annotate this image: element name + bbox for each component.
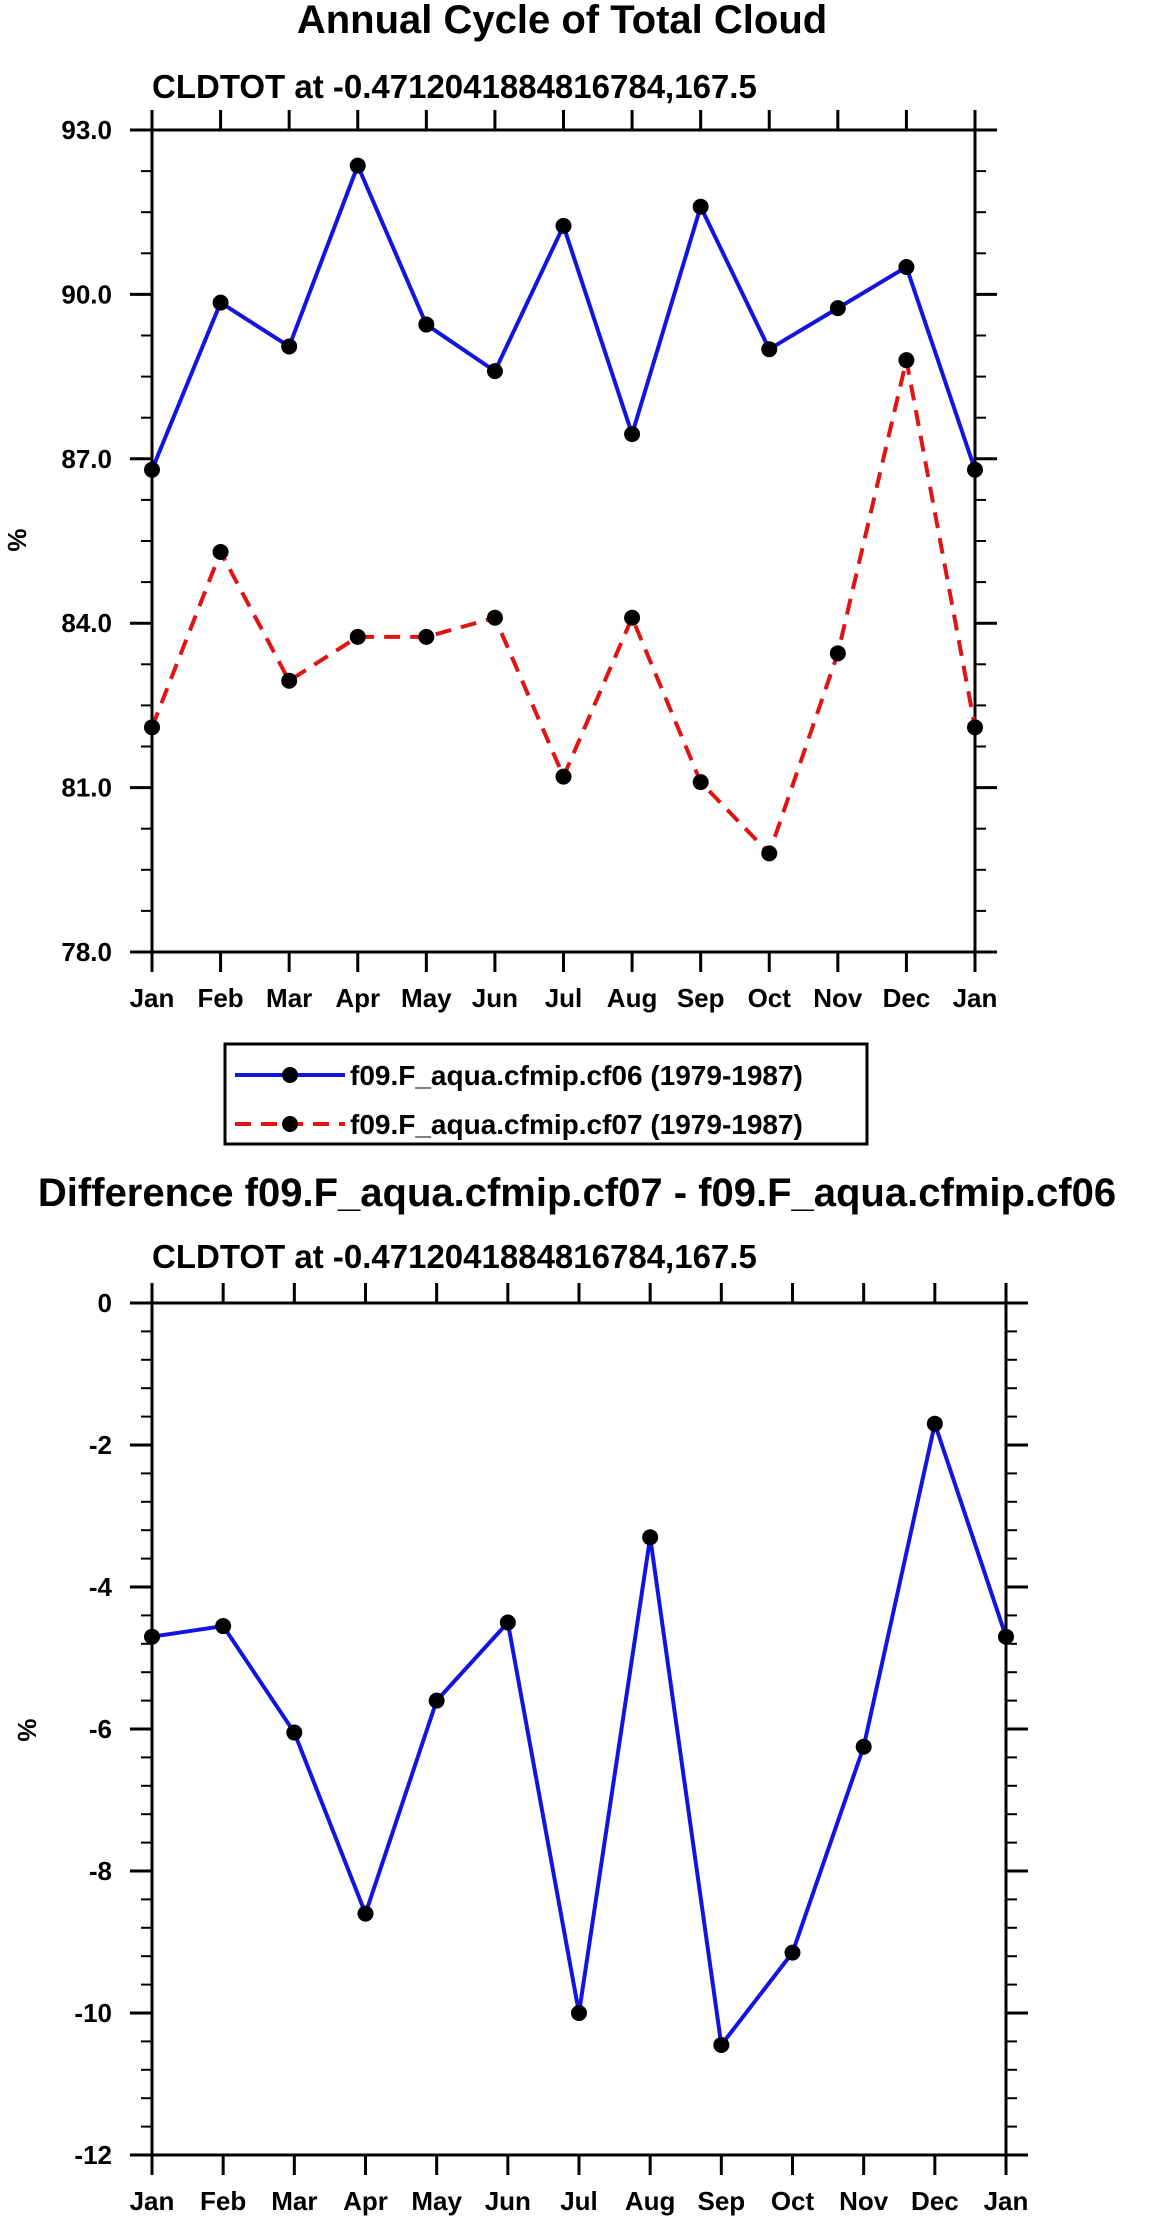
- chart1-series-1-point: [349, 157, 366, 174]
- x-tick-label: Nov: [839, 2186, 889, 2216]
- chart2-ylabel: %: [12, 1718, 42, 1741]
- chart1-plot-area: 78.0 81.0 84.0 87.0 90.0 93.0 Jan Feb Mar Apr May J…: [61, 110, 997, 1013]
- chart1-series-2-point: [144, 719, 160, 736]
- chart1-series-1-point: [624, 426, 641, 443]
- y-tick-label: 93.0: [61, 115, 112, 145]
- chart1-series-1-point: [212, 294, 229, 311]
- chart2-series-1-point: [998, 1628, 1014, 1645]
- chart1-series-2-point: [349, 628, 366, 645]
- x-tick-label: Jan: [130, 983, 175, 1013]
- x-tick-label: May: [401, 983, 452, 1013]
- chart2-series-1-point: [144, 1628, 160, 1645]
- chart2-series-1-point: [642, 1529, 659, 1546]
- chart2-series-1-point: [926, 1415, 943, 1432]
- chart2-series-1-point: [499, 1614, 516, 1631]
- x-tick-label: Apr: [343, 2186, 388, 2216]
- chart1-series-1-point: [281, 338, 298, 355]
- chart1-series-1-point: [692, 198, 709, 215]
- chart2-title: Difference f09.F_aqua.cfmip.cf07 - f09.F…: [38, 1171, 1116, 1215]
- chart1-series-2-point: [967, 719, 983, 736]
- chart2-series-1-point: [855, 1738, 872, 1755]
- chart2-series-1-point: [357, 1905, 374, 1922]
- x-tick-label: Mar: [271, 2186, 317, 2216]
- x-tick-label: Aug: [607, 983, 658, 1013]
- x-tick-label: Jul: [545, 983, 583, 1013]
- chart1-series-1-point: [418, 316, 435, 333]
- x-tick-label: Jun: [472, 983, 518, 1013]
- chart1-frame: [150, 128, 977, 954]
- chart1-title: Annual Cycle of Total Cloud: [297, 0, 827, 42]
- y-tick-label: 90.0: [61, 279, 112, 309]
- x-tick-label: Aug: [625, 2186, 676, 2216]
- chart2-series-1-point: [784, 1944, 801, 1961]
- y-tick-label: 0: [98, 1288, 112, 1318]
- chart1-series-line-1: [150, 163, 977, 471]
- legend-label-cf07: f09.F_aqua.cfmip.cf07 (1979-1987): [350, 1109, 803, 1140]
- legend-label-cf06: f09.F_aqua.cfmip.cf06 (1979-1987): [350, 1060, 803, 1091]
- legend-box: [223, 1042, 869, 1146]
- chart2-series-1-point: [713, 2036, 730, 2053]
- chart1-series-1-point: [829, 300, 846, 317]
- legend-marker-cf06: [282, 1067, 298, 1083]
- chart1-series-2-point: [624, 609, 641, 626]
- chart1-series-1-point: [555, 217, 572, 234]
- chart2-series-1-point: [215, 1618, 232, 1635]
- chart1-series-2-point: [555, 768, 572, 785]
- x-tick-label: May: [411, 2186, 462, 2216]
- x-tick-label: Dec: [883, 983, 931, 1013]
- x-tick-label: Jan: [953, 983, 998, 1013]
- chart1-series-2-point: [486, 609, 503, 626]
- y-tick-label: 78.0: [61, 937, 112, 967]
- x-tick-label: Jul: [560, 2186, 598, 2216]
- y-tick-label: 87.0: [61, 444, 112, 474]
- y-tick-label: 84.0: [61, 608, 112, 638]
- y-tick-label: -6: [89, 1714, 112, 1744]
- y-tick-label: -2: [89, 1430, 112, 1460]
- x-tick-label: Oct: [771, 2186, 815, 2216]
- chart2-frame: [150, 1301, 1008, 2157]
- chart1-series-2-point: [212, 543, 229, 560]
- x-tick-label: Feb: [200, 2186, 246, 2216]
- chart2-series-1-point: [571, 2005, 587, 2021]
- x-tick-label: Nov: [813, 983, 863, 1013]
- x-tick-label: Feb: [197, 983, 243, 1013]
- y-tick-label: -4: [89, 1572, 113, 1602]
- y-tick-label: -8: [89, 1856, 112, 1886]
- legend: f09.F_aqua.cfmip.cf06 (1979-1987) f09.F_…: [223, 1042, 869, 1146]
- chart1-series-2-point: [692, 774, 709, 791]
- chart2-plot-area: -12 -10 -8 -6 -4 -2 0 Jan Feb Mar Apr May Jun Jul Aug S…: [74, 1283, 1028, 2216]
- x-tick-label: Sep: [677, 983, 725, 1013]
- chart2-series-line-1: [151, 1421, 1008, 2047]
- chart2-series-1-point: [428, 1692, 445, 1709]
- x-tick-label: Dec: [911, 2186, 959, 2216]
- x-tick-label: Apr: [335, 983, 380, 1013]
- x-tick-label: Jan: [130, 2186, 175, 2216]
- chart1-series-1-point: [967, 461, 983, 478]
- chart1-series-2-point: [281, 672, 298, 689]
- chart1-series-2-point: [829, 645, 846, 662]
- chart1-series-2-point: [898, 352, 915, 369]
- chart1-series-1-point: [898, 259, 915, 275]
- chart1-series-1-point: [761, 341, 778, 358]
- chart2-subtitle: CLDTOT at -0.4712041884816784,167.5: [152, 1238, 757, 1275]
- chart2-series-1-point: [286, 1724, 303, 1741]
- y-tick-label: -12: [74, 2140, 112, 2170]
- x-tick-label: Jan: [984, 2186, 1029, 2216]
- x-tick-label: Oct: [748, 983, 792, 1013]
- chart1-subtitle: CLDTOT at -0.4712041884816784,167.5: [152, 68, 757, 105]
- y-tick-label: -10: [74, 1998, 112, 2028]
- chart1-series-2-point: [761, 845, 778, 862]
- chart1-series-1-point: [144, 461, 160, 478]
- y-tick-label: 81.0: [61, 773, 112, 803]
- legend-marker-cf07: [282, 1116, 298, 1132]
- chart1-series-1-point: [486, 363, 503, 380]
- chart1-ylabel: %: [2, 528, 32, 551]
- x-tick-label: Sep: [697, 2186, 745, 2216]
- x-tick-label: Mar: [266, 983, 312, 1013]
- chart1-series-2-point: [418, 628, 435, 645]
- x-tick-label: Jun: [485, 2186, 531, 2216]
